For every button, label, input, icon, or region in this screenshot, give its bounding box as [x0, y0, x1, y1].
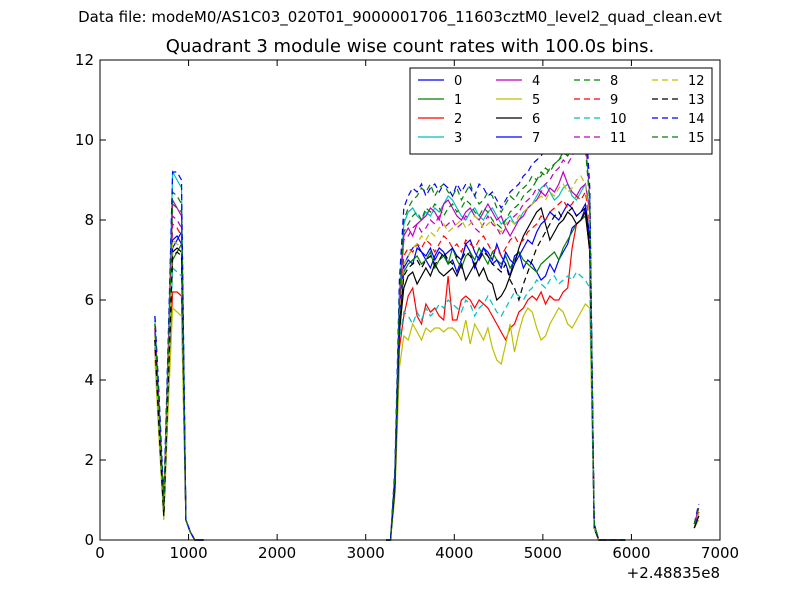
x-tick-label: 0: [95, 544, 105, 562]
legend-label-11: 11: [610, 131, 627, 146]
legend-label-4: 4: [532, 74, 540, 89]
series-line-14-segment-1: [154, 171, 204, 541]
series-line-5-segment-1: [154, 306, 204, 541]
legend-label-12: 12: [688, 74, 705, 89]
y-tick-label: 8: [84, 211, 94, 229]
legend-label-8: 8: [610, 74, 618, 89]
legend-label-9: 9: [610, 93, 618, 108]
series-line-13-segment-3: [693, 515, 700, 529]
data-file-suptitle: Data file: modeM0/AS1C03_020T01_90000017…: [78, 8, 722, 26]
legend-box: [409, 67, 713, 155]
y-tick-label: 0: [84, 531, 94, 549]
x-tick-label: 4000: [435, 544, 473, 562]
series-line-6-segment-2: [386, 206, 626, 541]
y-tick-label: 6: [84, 291, 94, 309]
y-tick-label: 10: [75, 131, 94, 149]
legend-label-3: 3: [454, 131, 462, 146]
x-tick-label: 7000: [701, 544, 739, 562]
series-line-7-segment-2: [386, 202, 626, 541]
y-tick-label: 4: [84, 371, 94, 389]
series-line-2-segment-2: [386, 210, 626, 541]
chart-title: Quadrant 3 module wise count rates with …: [165, 36, 655, 57]
series-line-13-segment-2: [386, 206, 626, 541]
x-tick-label: 2000: [258, 544, 296, 562]
series-line-9-segment-2: [386, 190, 626, 541]
legend-label-2: 2: [454, 112, 462, 127]
legend-label-14: 14: [688, 112, 705, 127]
series-line-15-segment-2: [386, 139, 626, 541]
legend-label-13: 13: [688, 93, 705, 108]
legend-label-10: 10: [610, 112, 627, 127]
legend-label-15: 15: [688, 131, 705, 146]
series-line-12-segment-2: [386, 175, 626, 541]
plot-lines: [154, 110, 700, 541]
legend-label-7: 7: [532, 131, 540, 146]
y-tick-label: 12: [75, 51, 94, 69]
series-line-4-segment-2: [386, 170, 626, 541]
x-axis-offset-label: +2.48835e8: [627, 564, 720, 582]
series-line-14-segment-2: [386, 110, 626, 541]
legend-label-6: 6: [532, 112, 540, 127]
x-tick-label: 1000: [169, 544, 207, 562]
x-tick-label: 3000: [347, 544, 385, 562]
legend-label-5: 5: [532, 93, 540, 108]
series-line-8-segment-1: [154, 190, 204, 541]
series-line-10-segment-2: [386, 271, 626, 541]
axis-ticks: 0 1000 2000 3000 4000 5000 6000 7000024681012+2…: [75, 51, 739, 582]
x-tick-label: 5000: [524, 544, 562, 562]
series-line-15-segment-3: [693, 507, 700, 525]
series-line-5-segment-2: [386, 303, 626, 541]
y-tick-label: 2: [84, 451, 94, 469]
x-tick-label: 6000: [612, 544, 650, 562]
legend-label-1: 1: [454, 93, 462, 108]
legend-label-0: 0: [454, 74, 462, 89]
